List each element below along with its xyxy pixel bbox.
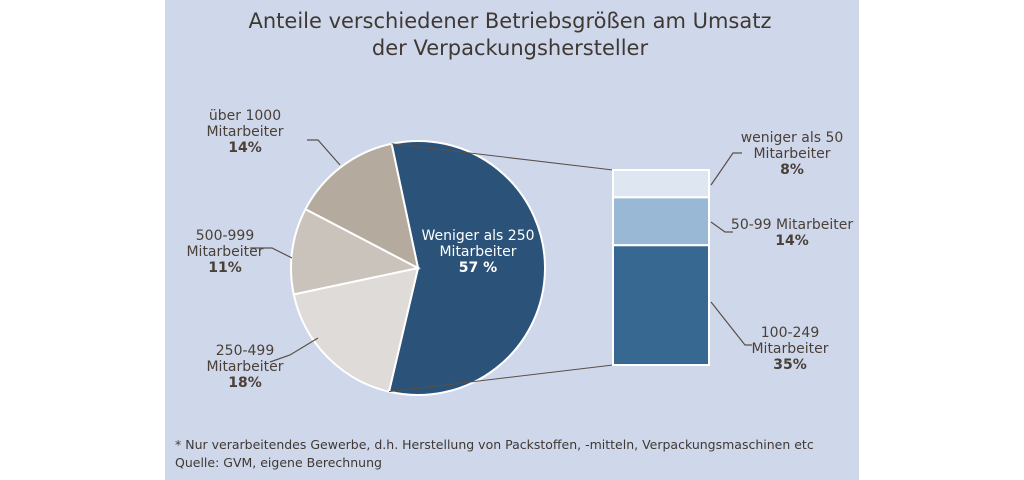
footnote: * Nur verarbeitendes Gewerbe, d.h. Herst… — [175, 437, 814, 452]
chart-title-line-2: der Verpackungshersteller — [372, 36, 649, 60]
bar-label-0-0: weniger als 50 — [741, 130, 844, 146]
chart-title-line-1: Anteile verschiedener Betriebsgrößen am … — [248, 9, 771, 33]
pie-label-0-2: 57 % — [459, 260, 497, 276]
connector-top — [391, 143, 614, 171]
pie-label-3-2: 14% — [228, 140, 262, 156]
pie-label-3-0: über 1000 — [209, 108, 281, 124]
pie-label-2-2: 11% — [208, 260, 242, 276]
pie-label-1-0: 250-499 — [216, 343, 275, 359]
bar-leader-0 — [710, 152, 742, 186]
pie-slice-1 — [292, 266, 420, 393]
pie-label-1-2: 18% — [228, 375, 262, 391]
pie-label-3-1: Mitarbeiter — [206, 124, 283, 140]
bar-label-2-1: Mitarbeiter — [751, 341, 828, 357]
leader-line-3 — [307, 139, 341, 166]
pie-slice-3 — [304, 142, 420, 270]
source: Quelle: GVM, eigene Berechnung — [175, 455, 382, 470]
bar-segment-0 — [612, 169, 710, 199]
bar-label-2-2: 35% — [773, 357, 807, 373]
leader-line-2 — [250, 247, 293, 259]
leader-line-1 — [269, 337, 319, 363]
bar-label-0-1: Mitarbeiter — [753, 146, 830, 162]
connector-bottom — [388, 364, 614, 393]
bar-label-0-2: 8% — [780, 162, 804, 178]
pie-label-0-0: Weniger als 250 — [421, 228, 534, 244]
bar-leader-1 — [710, 221, 733, 233]
bar-segment-2 — [612, 244, 710, 366]
bar-segment-1 — [612, 196, 710, 247]
bar-label-1-1: 14% — [775, 233, 809, 249]
pie-label-2-1: Mitarbeiter — [186, 244, 263, 260]
pie-label-1-1: Mitarbeiter — [206, 359, 283, 375]
bar-leader-2 — [710, 301, 752, 346]
pie-slice-0 — [387, 140, 546, 396]
pie-slice-2 — [290, 207, 421, 296]
bar-label-2-0: 100-249 — [761, 325, 820, 341]
bar-label-1-0: 50-99 Mitarbeiter — [731, 217, 853, 233]
pie-label-0-1: Mitarbeiter — [439, 244, 516, 260]
pie-label-2-0: 500-999 — [196, 228, 255, 244]
